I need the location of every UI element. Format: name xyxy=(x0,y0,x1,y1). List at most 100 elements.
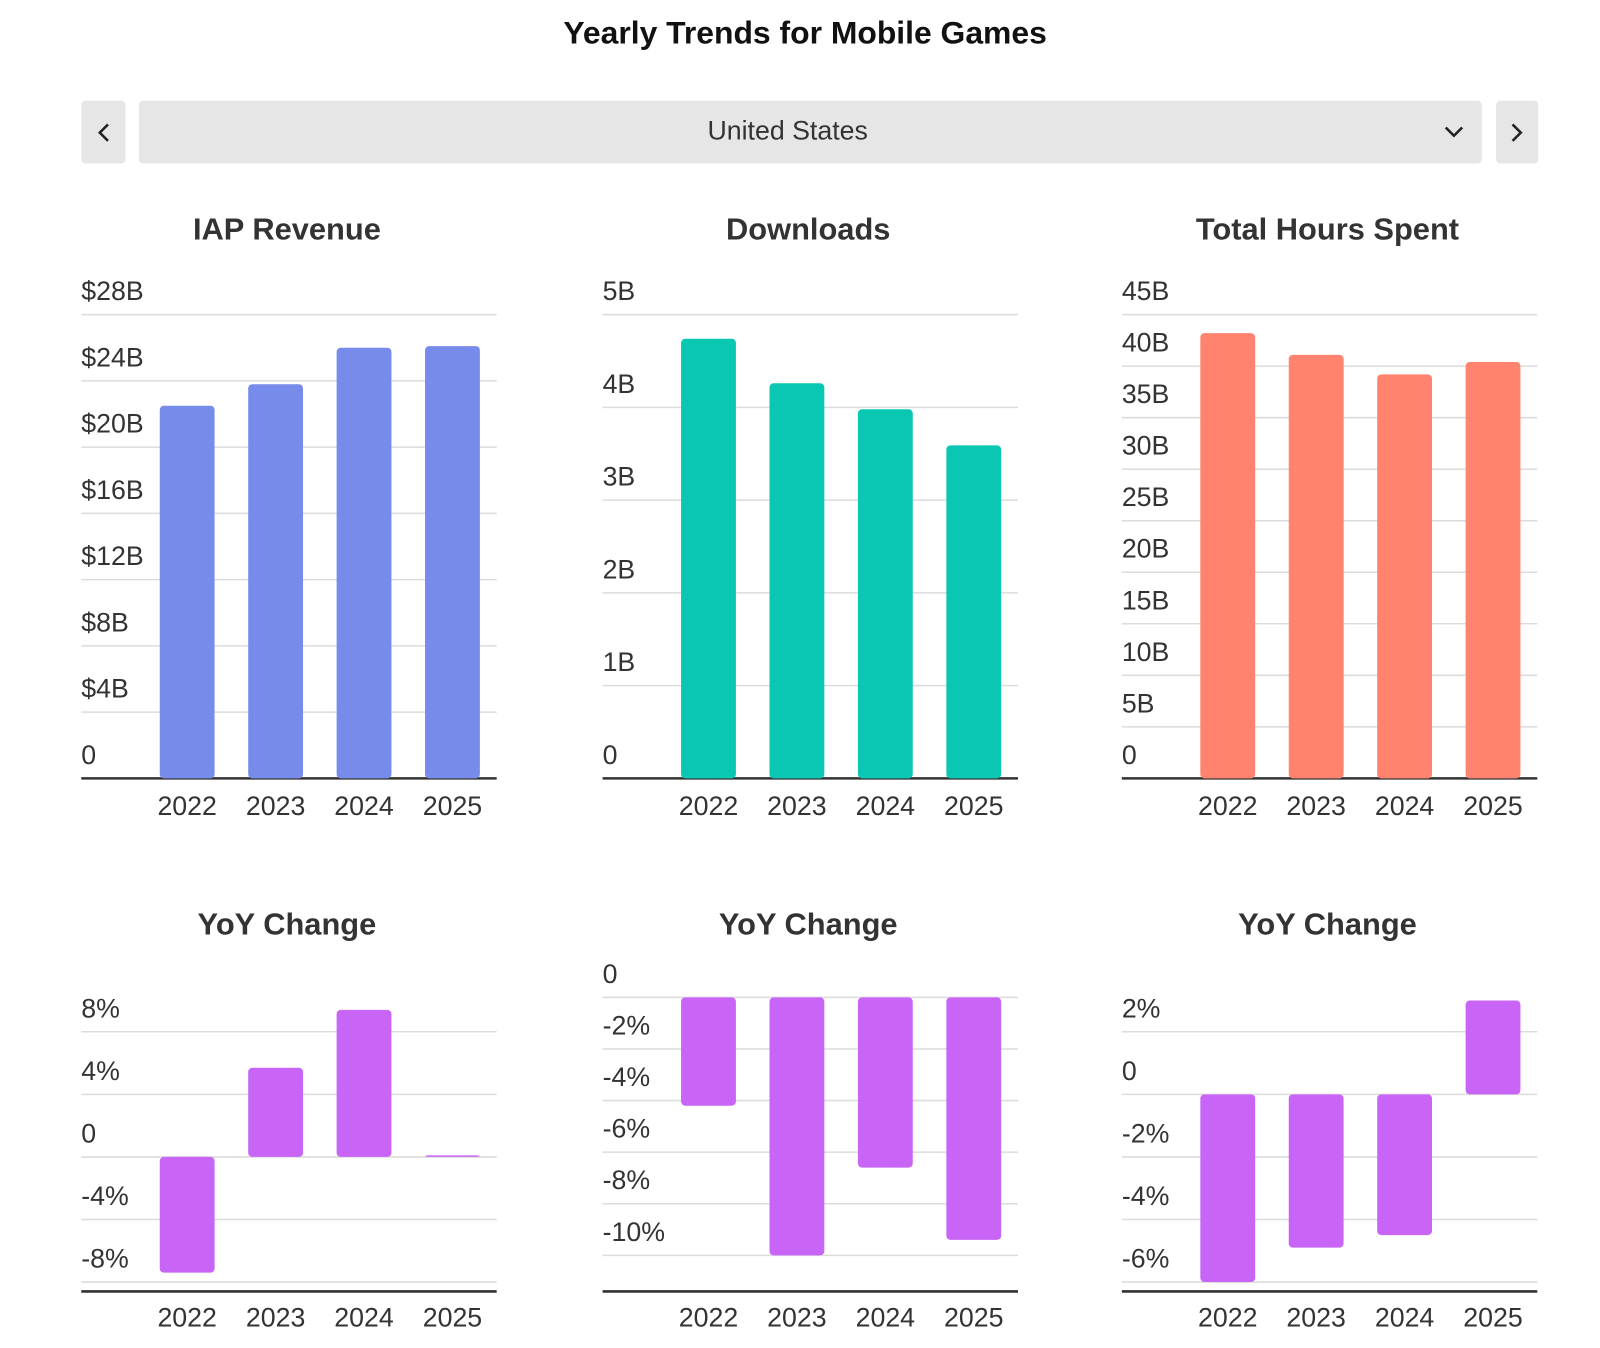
x-tick-label: 2025 xyxy=(423,1302,482,1332)
y-tick-label: 15B xyxy=(1122,585,1170,615)
prev-button[interactable] xyxy=(81,100,126,164)
y-tick-label: 0 xyxy=(81,740,96,770)
y-tick-label: -6% xyxy=(1122,1244,1170,1274)
prev-button-bg[interactable] xyxy=(81,100,126,164)
bar xyxy=(425,346,480,779)
bar xyxy=(1200,333,1256,779)
next-button[interactable] xyxy=(1496,100,1539,164)
y-tick-label: 30B xyxy=(1122,431,1170,461)
prev-icon[interactable] xyxy=(97,123,109,142)
bar xyxy=(248,1067,304,1157)
bar xyxy=(857,997,913,1168)
y-tick-label: 3B xyxy=(603,462,636,492)
next-button-bg[interactable] xyxy=(1496,100,1539,164)
chart-title: IAP Revenue xyxy=(193,211,381,246)
x-tick-label: 2024 xyxy=(334,791,394,821)
x-tick-label: 2025 xyxy=(944,791,1003,821)
x-tick-label: 2022 xyxy=(679,791,738,821)
bar xyxy=(1377,1094,1433,1236)
bar xyxy=(769,997,825,1256)
bar xyxy=(681,997,736,1106)
bar xyxy=(946,997,1002,1240)
x-tick-label: 2024 xyxy=(856,1302,916,1332)
y-tick-label: 0 xyxy=(1122,1056,1137,1086)
y-tick-label: -6% xyxy=(603,1114,651,1144)
y-tick-label: 0 xyxy=(603,740,618,770)
bar xyxy=(159,405,215,779)
bar xyxy=(425,1155,480,1157)
y-tick-label: $24B xyxy=(81,342,143,372)
y-tick-label: -8% xyxy=(603,1165,651,1195)
chart-title: YoY Change xyxy=(1238,907,1417,942)
bar xyxy=(1465,362,1521,779)
select-bg[interactable] xyxy=(138,100,1482,164)
x-tick-label: 2023 xyxy=(246,1302,305,1332)
select-icon[interactable] xyxy=(1444,126,1464,138)
y-tick-label: -10% xyxy=(603,1217,665,1247)
select-label[interactable]: United States xyxy=(707,116,867,146)
y-tick-label: 5B xyxy=(603,276,636,306)
x-tick-label: 2025 xyxy=(423,791,482,821)
y-tick-label: 40B xyxy=(1122,328,1170,358)
x-tick-label: 2022 xyxy=(157,791,216,821)
country-select[interactable]: United States xyxy=(138,100,1482,164)
y-tick-label: -4% xyxy=(603,1062,651,1092)
y-tick-label: 2% xyxy=(1122,993,1161,1023)
bar xyxy=(1288,354,1344,779)
x-tick-label: 2023 xyxy=(767,1302,826,1332)
chart-title: Total Hours Spent xyxy=(1196,211,1459,246)
y-tick-label: $16B xyxy=(81,475,143,505)
bar xyxy=(857,409,913,779)
y-tick-label: $8B xyxy=(81,607,129,637)
x-tick-label: 2025 xyxy=(1463,791,1522,821)
x-tick-label: 2024 xyxy=(1375,1302,1435,1332)
bar xyxy=(1377,374,1433,779)
y-tick-label: 0 xyxy=(81,1118,96,1148)
y-tick-label: $20B xyxy=(81,409,143,439)
x-tick-label: 2022 xyxy=(1198,791,1257,821)
y-tick-label: 0 xyxy=(603,959,618,989)
y-tick-label: $28B xyxy=(81,276,143,306)
bar xyxy=(336,1009,392,1157)
y-tick-label: -8% xyxy=(81,1244,129,1274)
bar xyxy=(769,383,825,779)
x-tick-label: 2024 xyxy=(334,1302,394,1332)
y-tick-label: $4B xyxy=(81,674,129,704)
x-tick-label: 2024 xyxy=(856,791,916,821)
x-tick-label: 2023 xyxy=(246,791,305,821)
y-tick-label: -2% xyxy=(603,1010,651,1040)
next-icon[interactable] xyxy=(1511,123,1523,142)
bar xyxy=(1288,1094,1344,1248)
x-tick-label: 2023 xyxy=(1286,1302,1345,1332)
y-tick-label: 4B xyxy=(603,369,636,399)
y-tick-label: -2% xyxy=(1122,1118,1170,1148)
x-tick-label: 2025 xyxy=(1463,1302,1522,1332)
y-tick-label: 45B xyxy=(1122,276,1170,306)
bar xyxy=(681,338,736,779)
y-tick-label: 8% xyxy=(81,993,120,1023)
y-tick-label: 10B xyxy=(1122,637,1170,667)
x-tick-label: 2025 xyxy=(944,1302,1003,1332)
x-tick-label: 2024 xyxy=(1375,791,1435,821)
bar xyxy=(248,384,304,779)
bar xyxy=(1200,1094,1256,1283)
y-tick-label: $12B xyxy=(81,541,143,571)
bar xyxy=(336,347,392,779)
y-tick-label: 20B xyxy=(1122,534,1170,564)
y-tick-label: 0 xyxy=(1122,740,1137,770)
bar xyxy=(946,445,1002,779)
x-tick-label: 2022 xyxy=(157,1302,216,1332)
bar xyxy=(159,1156,215,1273)
x-tick-label: 2023 xyxy=(767,791,826,821)
y-tick-label: 35B xyxy=(1122,379,1170,409)
x-tick-label: 2022 xyxy=(1198,1302,1257,1332)
y-tick-label: -4% xyxy=(1122,1181,1170,1211)
y-tick-label: 5B xyxy=(1122,688,1155,718)
x-tick-label: 2022 xyxy=(679,1302,738,1332)
y-tick-label: 1B xyxy=(603,647,636,677)
y-tick-label: -4% xyxy=(81,1181,129,1211)
page-title: Yearly Trends for Mobile Games xyxy=(563,14,1046,50)
y-tick-label: 4% xyxy=(81,1056,120,1086)
